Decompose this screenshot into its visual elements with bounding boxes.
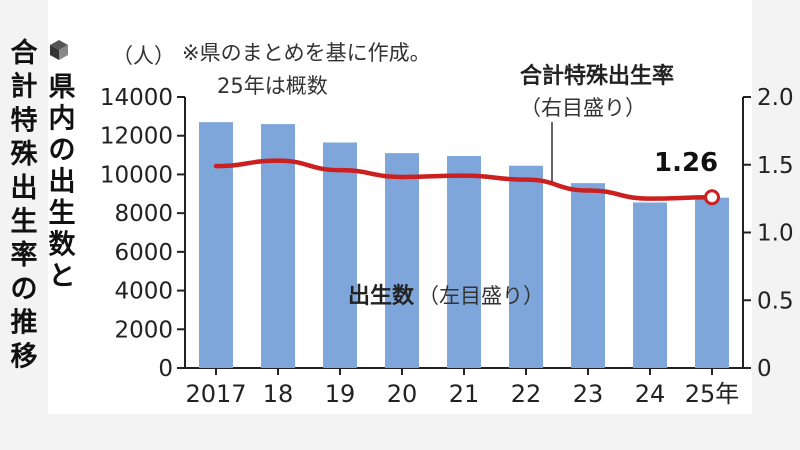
- rate-line: [213, 158, 715, 201]
- title-char: 特: [11, 105, 38, 136]
- left-tick-label: 6000: [114, 240, 173, 266]
- right-tick-label: 0: [757, 356, 772, 382]
- bar-series-axis-note: （左目盛り）: [418, 284, 544, 308]
- left-tick-label: 12000: [100, 124, 173, 150]
- x-tick-label: 25年: [685, 380, 740, 408]
- bar: [261, 124, 295, 368]
- left-tick-label: 14000: [100, 85, 173, 111]
- bar: [385, 153, 419, 368]
- source-note-line-1: ※県のまとめを基に作成。: [182, 41, 431, 65]
- bar: [509, 165, 543, 368]
- x-tick-label: 2017: [185, 380, 246, 408]
- title-char: 生: [11, 207, 38, 238]
- right-tick-label: 2.0: [757, 85, 794, 111]
- left-tick-label: 8000: [114, 201, 173, 227]
- last-value-annotation: 1.26: [654, 148, 718, 178]
- right-axis-ticks: 0 0.5 1.0 1.5 2.0: [743, 85, 794, 382]
- bar: [695, 197, 729, 368]
- title-char: 数: [49, 230, 77, 261]
- right-tick-label: 1.5: [757, 153, 794, 179]
- title-char: 合: [11, 37, 38, 69]
- source-note-line-2: 25年は概数: [217, 74, 328, 98]
- bar: [447, 156, 481, 368]
- title-char: と: [49, 261, 76, 292]
- title-char: の: [11, 274, 38, 305]
- x-axis-ticks: 2017 18 19 20 21 22 23 24 25年: [185, 368, 739, 408]
- bar-series-name: 出生数: [348, 283, 415, 309]
- bottom-margin-band: [0, 414, 800, 450]
- line-series: [213, 158, 720, 206]
- x-tick-label: 22: [511, 380, 542, 408]
- x-tick-label: 18: [263, 380, 294, 408]
- title-char: 出: [11, 173, 38, 204]
- line-series-name: 合計特殊出生率: [520, 63, 674, 89]
- right-tick-label: 0.5: [757, 288, 794, 314]
- left-tick-label: 2000: [114, 317, 173, 343]
- bar: [323, 142, 357, 368]
- left-tick-label: 4000: [114, 279, 173, 305]
- bar: [571, 183, 605, 368]
- x-tick-label: 23: [573, 380, 604, 408]
- x-tick-label: 19: [325, 380, 356, 408]
- title-char: 殊: [11, 139, 39, 170]
- right-margin-band: [752, 0, 800, 450]
- left-axis-unit-label: （人）: [112, 44, 175, 68]
- title-char: 率: [11, 239, 38, 271]
- bar: [199, 122, 233, 369]
- cube-icon: [50, 40, 68, 60]
- title-char: の: [49, 135, 76, 166]
- title-char: 推: [11, 308, 38, 339]
- bar: [633, 202, 667, 368]
- x-tick-label: 21: [449, 380, 480, 408]
- title-char: 移: [11, 341, 38, 372]
- x-tick-label: 20: [387, 380, 418, 408]
- title-char: 計: [11, 71, 38, 103]
- left-tick-label: 0: [158, 356, 173, 382]
- title-char: 出: [49, 167, 76, 198]
- title-char: 県: [49, 72, 76, 103]
- right-tick-label: 1.0: [757, 221, 794, 247]
- line-series-axis-note: （右目盛り）: [520, 96, 646, 120]
- x-tick-label: 24: [635, 380, 666, 408]
- title-char: 内: [49, 104, 76, 135]
- left-axis-ticks: 0 2000 4000 6000 8000 10000 12000 14000: [100, 85, 185, 382]
- bar-series: [199, 122, 729, 369]
- left-tick-label: 10000: [100, 162, 173, 188]
- title-char: 生: [49, 198, 76, 229]
- left-margin-band: [0, 0, 48, 450]
- last-point-marker: [704, 189, 720, 206]
